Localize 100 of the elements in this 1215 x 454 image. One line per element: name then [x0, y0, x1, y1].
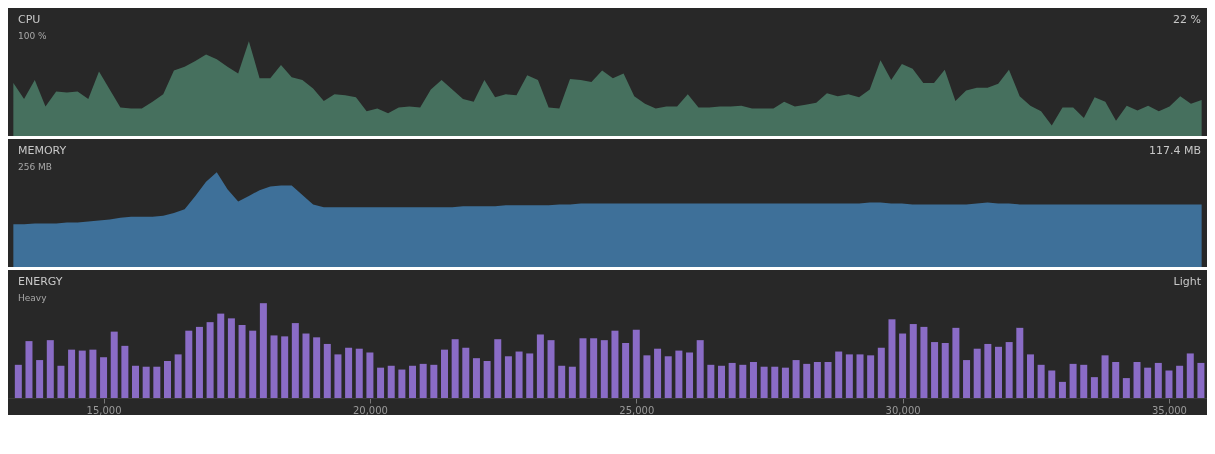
bar [1112, 361, 1120, 398]
text: Heavy [18, 293, 48, 303]
text: 22 % [1173, 13, 1201, 26]
bar [600, 340, 608, 398]
bar [1154, 362, 1162, 398]
bar [579, 338, 587, 398]
bar [1005, 342, 1013, 398]
bar [686, 352, 694, 398]
bar [419, 363, 427, 398]
text: 256 MB [18, 162, 52, 172]
bar [1058, 381, 1066, 398]
bar [845, 354, 853, 398]
bar [558, 365, 566, 398]
bar [36, 360, 44, 398]
bar [749, 361, 757, 398]
bar [1016, 327, 1024, 398]
bar [302, 333, 310, 398]
bar [1037, 364, 1045, 398]
bar [984, 343, 992, 398]
bar [547, 340, 555, 398]
bar [526, 353, 534, 398]
bar [409, 365, 417, 398]
bar [163, 361, 171, 398]
bar [824, 361, 832, 398]
bar [856, 354, 864, 398]
bar [739, 364, 747, 398]
bar [121, 345, 129, 398]
bar [664, 356, 672, 398]
bar [622, 343, 630, 398]
bar [899, 333, 907, 398]
bar [1197, 362, 1205, 398]
bar [973, 348, 981, 398]
bar [387, 365, 395, 398]
bar [462, 347, 470, 398]
bar [89, 349, 97, 398]
bar [707, 364, 715, 398]
bar [142, 366, 150, 398]
bar [440, 349, 448, 398]
bar [68, 349, 76, 398]
bar [185, 330, 193, 398]
x-tick-label: 20,000 [352, 404, 388, 416]
bar [920, 326, 928, 398]
bar [1090, 377, 1098, 398]
bar [1133, 361, 1141, 398]
bar [941, 343, 949, 398]
x-tick-label: 35,000 [1151, 404, 1187, 416]
bar [611, 330, 619, 398]
bar [675, 350, 683, 398]
bar [718, 365, 725, 398]
bar [1186, 353, 1194, 398]
bar [249, 330, 257, 398]
chart-title: MEMORY [18, 144, 67, 157]
bar [1144, 367, 1152, 398]
bar [238, 324, 246, 398]
bar [760, 366, 768, 398]
bar [355, 348, 363, 398]
x-tick-label: 25,000 [619, 404, 655, 416]
bar [781, 367, 789, 398]
bar [835, 351, 843, 398]
bar [430, 364, 438, 398]
bar [995, 346, 1003, 398]
bar [909, 324, 917, 398]
bar [643, 355, 651, 398]
bar [46, 340, 54, 398]
bar [504, 356, 512, 398]
bar [590, 338, 598, 398]
text: 100 % [18, 31, 48, 41]
bar [1101, 355, 1109, 398]
bar [877, 347, 885, 398]
bar [483, 361, 491, 398]
bar [1122, 378, 1130, 398]
x-tick-label: 30,000 [885, 404, 921, 416]
bar [217, 313, 225, 398]
bar [1176, 365, 1184, 398]
bar [78, 350, 86, 398]
bar [1048, 370, 1056, 398]
bar [931, 342, 939, 398]
bar [494, 339, 502, 398]
bar [888, 319, 896, 398]
bar [323, 343, 331, 398]
bar [632, 329, 640, 398]
bar [813, 361, 821, 398]
text: 117.4 MB [1148, 144, 1201, 157]
bar [771, 366, 779, 398]
bar [568, 366, 576, 398]
bar [57, 365, 65, 398]
bar [345, 347, 353, 398]
bar [803, 363, 811, 398]
bar [952, 327, 960, 398]
bar [1069, 363, 1077, 398]
bar [536, 334, 544, 398]
bar [867, 355, 875, 398]
bar [195, 326, 203, 398]
bar [14, 364, 22, 398]
text: Light [1173, 275, 1202, 288]
bar [366, 352, 374, 398]
bar [472, 358, 480, 398]
bar [313, 337, 321, 398]
bar [1080, 364, 1088, 398]
bar [696, 340, 704, 398]
